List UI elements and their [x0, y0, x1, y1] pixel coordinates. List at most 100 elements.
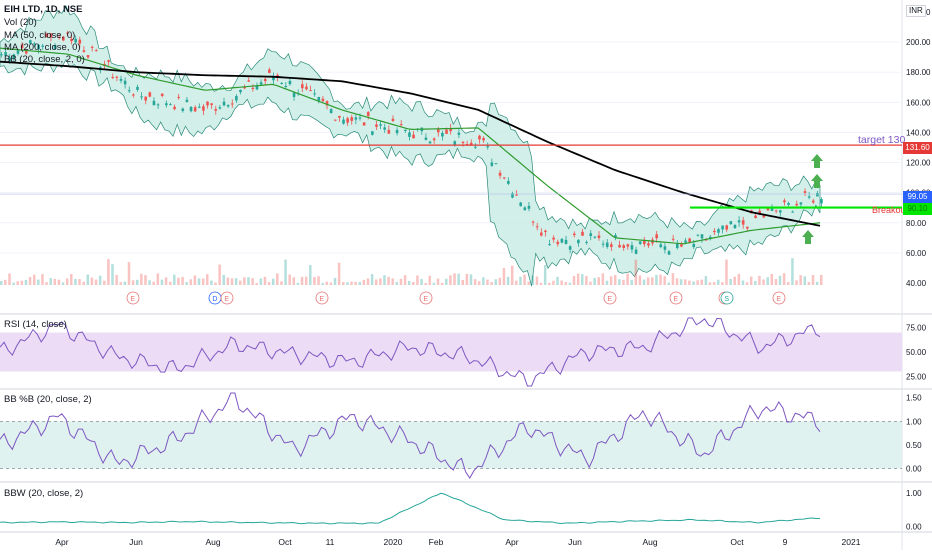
volume-bar [803, 276, 807, 285]
up-arrow-icon [811, 154, 823, 168]
volume-bar [531, 275, 535, 285]
candle-body [301, 84, 304, 89]
volume-bar [391, 278, 394, 285]
legend-ma50[interactable]: MA (50, close, 0) [4, 30, 76, 41]
volume-bar [309, 265, 312, 285]
volume-bar [173, 274, 176, 285]
volume-bar [482, 277, 485, 285]
candle-body [86, 55, 90, 58]
candle-body [807, 196, 811, 198]
price-tick-label: 160.00 [906, 98, 931, 107]
candle-body [622, 245, 626, 248]
volume-bar [57, 279, 61, 285]
candle-body [774, 210, 778, 212]
volume-bar [148, 280, 151, 285]
candle-body [45, 33, 49, 37]
candle-body [193, 107, 197, 112]
volume-bar [321, 282, 324, 285]
volume-bar [432, 282, 436, 285]
earnings-marker-label: D [212, 296, 217, 303]
legend-bbp[interactable]: BB %B (20, close, 2) [4, 394, 92, 405]
candle-body [111, 77, 115, 79]
candle-body [404, 129, 407, 131]
candle-body [70, 38, 73, 42]
volume-bar [440, 282, 444, 285]
volume-bar [523, 274, 526, 285]
indicator-line [0, 492, 821, 525]
candle-body [292, 92, 296, 97]
candle-body [375, 124, 378, 127]
volume-bar [502, 267, 506, 285]
candle-body [362, 122, 366, 126]
candle-body [12, 54, 16, 59]
candle-body [354, 117, 358, 120]
candle-body [391, 118, 395, 121]
candle-body [37, 44, 40, 50]
candle-body [346, 118, 349, 123]
candle-body [140, 96, 143, 98]
indicator-tick-label: 1.00 [906, 417, 922, 426]
legend-rsi[interactable]: RSI (14, close) [4, 319, 67, 330]
legend-bbw[interactable]: BBW (20, close, 2) [4, 488, 84, 499]
volume-bar [412, 281, 415, 285]
earnings-marker [126, 291, 140, 305]
volume-bar [684, 279, 687, 285]
volume-bar [193, 275, 197, 285]
price-tick-label: 120.00 [906, 159, 931, 168]
volume-bar [156, 273, 160, 285]
volume-bar [642, 279, 646, 285]
candle-body [259, 82, 263, 85]
volume-bar [543, 265, 547, 285]
volume-bar [634, 259, 638, 285]
candle-body [350, 117, 354, 121]
candle-body [733, 224, 737, 229]
target-price-tag: 131.60 [903, 142, 932, 154]
candle-body [432, 138, 436, 141]
candle-body [675, 243, 679, 249]
volume-bar [94, 279, 98, 285]
candle-body [614, 235, 617, 238]
candle-body [680, 244, 683, 247]
candle-body [82, 50, 86, 52]
volume-bar [354, 281, 357, 285]
candle-body [799, 202, 803, 205]
time-axis-label: Aug [642, 537, 657, 547]
candle-body [737, 220, 741, 223]
candle-body [560, 238, 564, 243]
legend-ma200[interactable]: MA (200, close, 0) [4, 42, 81, 53]
candle-body [486, 146, 490, 148]
legend-bb[interactable]: BB (20, close, 2, 0) [4, 54, 85, 65]
candle-body [667, 251, 671, 255]
volume-bar [770, 273, 774, 285]
indicator-tick-label: 0.00 [906, 523, 922, 532]
volume-bar [811, 275, 815, 285]
candle-body [787, 203, 790, 205]
volume-bar [556, 276, 559, 285]
volume-bar [288, 274, 291, 285]
candle-body [762, 214, 766, 218]
candle-body [371, 131, 374, 135]
candle-body [556, 241, 560, 245]
candle-body [684, 240, 687, 243]
candle-body [16, 50, 20, 54]
candle-body [148, 92, 152, 97]
target-label: target 130 [858, 134, 906, 146]
candle-body [247, 80, 251, 82]
currency-badge[interactable]: INR [906, 5, 926, 17]
symbol-title[interactable]: EIH LTD, 1D, NSE [4, 4, 83, 15]
volume-bar [646, 277, 650, 285]
volume-bar [630, 279, 633, 285]
candle-body [263, 78, 267, 82]
candle-body [408, 132, 411, 137]
candlesticks [0, 30, 823, 256]
legend-volume[interactable]: Vol (20) [4, 17, 37, 28]
candle-body [548, 244, 551, 246]
volume-bar [350, 281, 353, 285]
volume-bar [181, 276, 184, 285]
volume-bar [255, 282, 258, 285]
volume-bar [416, 275, 419, 285]
candle-body [272, 76, 275, 81]
volume-bar [453, 273, 456, 285]
volume-bar [725, 259, 728, 285]
